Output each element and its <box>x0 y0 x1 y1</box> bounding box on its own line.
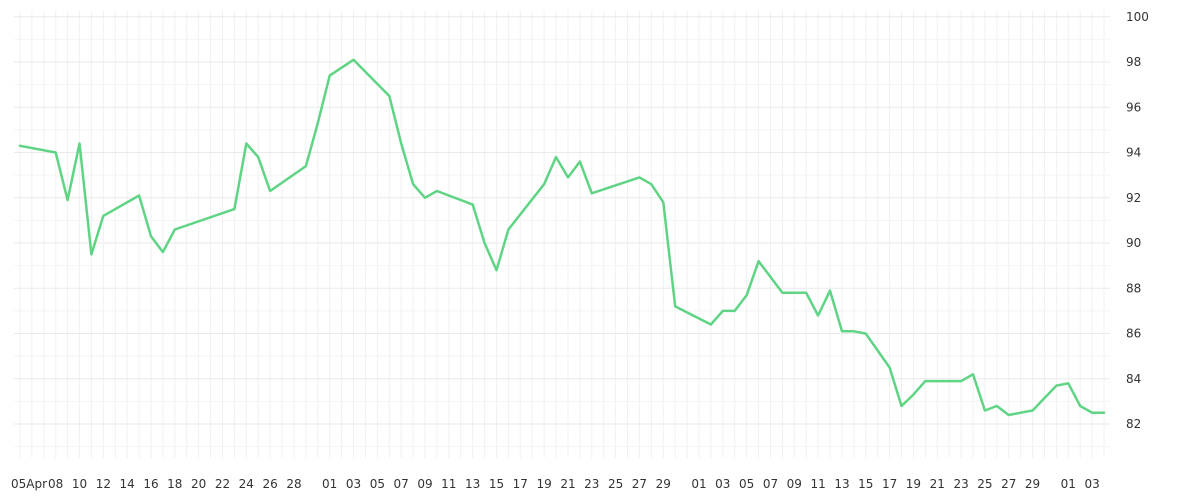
x-tick-label: 08 <box>48 477 63 491</box>
x-tick-label: 25 <box>977 477 992 491</box>
x-tick-label: 11 <box>441 477 456 491</box>
x-tick-label: 01 <box>322 477 337 491</box>
x-tick-label: 12 <box>96 477 111 491</box>
x-tick-label: 21 <box>560 477 575 491</box>
x-tick-label: 03 <box>715 477 730 491</box>
x-tick-label: 05 <box>739 477 754 491</box>
y-tick-label: 96 <box>1126 100 1141 114</box>
x-tick-label: 07 <box>763 477 778 491</box>
y-tick-label: 86 <box>1126 327 1141 341</box>
y-tick-label: 94 <box>1126 146 1141 160</box>
x-tick-label: 23 <box>953 477 968 491</box>
x-tick-label: 14 <box>120 477 135 491</box>
x-tick-label: 29 <box>656 477 671 491</box>
x-tick-label: 27 <box>1001 477 1016 491</box>
x-tick-label: 21 <box>930 477 945 491</box>
x-tick-label: 24 <box>239 477 254 491</box>
y-axis-ticks: 82 84 86 88 90 92 94 96 98 100 <box>1126 10 1149 431</box>
x-tick-label: 23 <box>584 477 599 491</box>
x-tick-label: 29 <box>1025 477 1040 491</box>
x-tick-label: 28 <box>286 477 301 491</box>
series-layer <box>18 58 1106 417</box>
y-tick-label: 100 <box>1126 10 1149 24</box>
x-tick-label: 01 <box>691 477 706 491</box>
x-tick-label: 17 <box>882 477 897 491</box>
x-tick-label: 15 <box>858 477 873 491</box>
x-tick-label: 19 <box>536 477 551 491</box>
y-tick-label: 88 <box>1126 281 1141 295</box>
x-tick-label: 07 <box>394 477 409 491</box>
x-tick-label: 19 <box>906 477 921 491</box>
x-tick-label: 20 <box>191 477 206 491</box>
x-tick-label: 09 <box>787 477 802 491</box>
x-tick-label: 26 <box>262 477 277 491</box>
x-tick-label: 05 <box>370 477 385 491</box>
x-tick-label: 03 <box>1084 477 1099 491</box>
x-tick-label: 18 <box>167 477 182 491</box>
y-tick-label: 98 <box>1126 55 1141 69</box>
x-tick-label: 22 <box>215 477 230 491</box>
x-tick-label: 03 <box>346 477 361 491</box>
x-tick-label: 01 <box>1061 477 1076 491</box>
x-tick-label: 11 <box>810 477 825 491</box>
y-tick-label: 84 <box>1126 372 1141 386</box>
series-line <box>18 58 1106 417</box>
x-axis-ticks: 05Apr 08 10 12 14 16 18 20 22 24 26 28 01 03 05 07 09 11 1… <box>11 477 1100 491</box>
x-tick-label: 09 <box>417 477 432 491</box>
x-tick-label: 16 <box>143 477 158 491</box>
x-tick-label: 13 <box>834 477 849 491</box>
y-tick-label: 92 <box>1126 191 1141 205</box>
y-tick-label: 90 <box>1126 236 1141 250</box>
grid-lines <box>14 10 1110 458</box>
x-tick-label: 27 <box>632 477 647 491</box>
x-tick-label: 13 <box>465 477 480 491</box>
x-tick-label: 17 <box>513 477 528 491</box>
x-tick-label: 25 <box>608 477 623 491</box>
x-tick-label: 10 <box>72 477 87 491</box>
y-tick-label: 82 <box>1126 417 1141 431</box>
x-tick-label: 05Apr <box>11 477 47 491</box>
x-tick-label: 15 <box>489 477 504 491</box>
